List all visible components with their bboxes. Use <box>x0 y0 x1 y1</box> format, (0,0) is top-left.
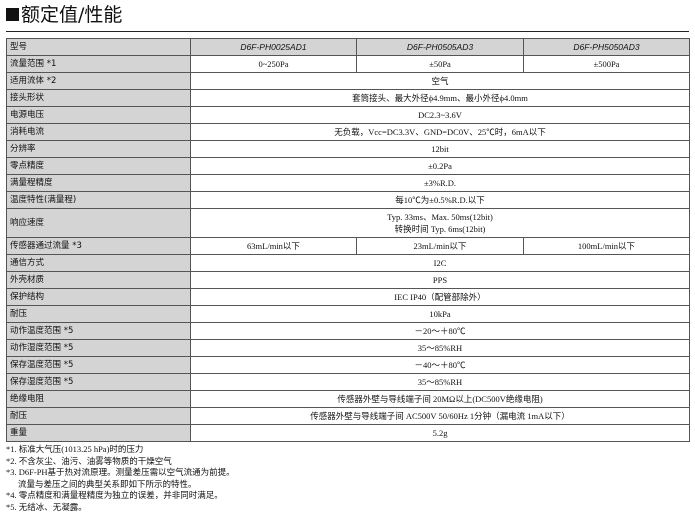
model-name: D6F-PH5050AD3 <box>524 39 690 56</box>
footnote: *5. 无结冰、无凝露。 <box>6 502 235 513</box>
row-label: 适用流体 *2 <box>7 73 191 90</box>
row-label: 电源电压 <box>7 107 191 124</box>
table-row: 耐压传感器外壁与导线端子间 AC500V 50/60Hz 1分钟（漏电流 1mA… <box>7 408 690 425</box>
row-label: 动作湿度范围 *5 <box>7 340 191 357</box>
model-label: 型号 <box>7 39 191 56</box>
row-label: 响应速度 <box>7 209 191 238</box>
row-value: 空气 <box>191 73 690 90</box>
row-label: 分辨率 <box>7 141 191 158</box>
row-value: 传感器外壁与导线端子间 20MΩ以上(DC500V绝缘电阻) <box>191 391 690 408</box>
row-label: 保存温度范围 *5 <box>7 357 191 374</box>
row-value: －40～＋80℃ <box>191 357 690 374</box>
table-row: 动作温度范围 *5－20～＋80℃ <box>7 323 690 340</box>
footnote: 流量与差压之间的典型关系即如下所示的特性。 <box>6 479 235 491</box>
row-value: PPS <box>191 272 690 289</box>
row-label: 耐压 <box>7 408 191 425</box>
footnote: *2. 不含灰尘、油污、油雾等物质的干燥空气 <box>6 456 235 468</box>
row-value: 63mL/min以下 <box>191 238 357 255</box>
footnotes: *1. 标准大气压(1013.25 hPa)时的压力*2. 不含灰尘、油污、油雾… <box>6 444 235 513</box>
row-value: 无负载，Vcc=DC3.3V、GND=DC0V、25℃时，6mA以下 <box>191 124 690 141</box>
row-value: 12bit <box>191 141 690 158</box>
footnote: *4. 零点精度和满量程精度为独立的误差，并非同时满足。 <box>6 490 235 502</box>
row-label: 保存湿度范围 *5 <box>7 374 191 391</box>
table-row: 满量程精度±3%R.D. <box>7 175 690 192</box>
row-value: 35～85%RH <box>191 340 690 357</box>
row-value: －20～＋80℃ <box>191 323 690 340</box>
row-value: ±50Pa <box>357 56 524 73</box>
table-header-row: 型号 D6F-PH0025AD1 D6F-PH0505AD3 D6F-PH505… <box>7 39 690 56</box>
spec-table: 型号 D6F-PH0025AD1 D6F-PH0505AD3 D6F-PH505… <box>6 38 690 442</box>
row-label: 动作温度范围 *5 <box>7 323 191 340</box>
row-value: Typ. 33ms、Max. 50ms(12bit)转换时间 Typ. 6ms(… <box>191 209 690 238</box>
row-value: 35～85%RH <box>191 374 690 391</box>
section-title: 额定值/性能 <box>6 3 122 27</box>
row-value: 23mL/min以下 <box>357 238 524 255</box>
table-row: 保存温度范围 *5－40～＋80℃ <box>7 357 690 374</box>
table-row: 消耗电流无负载，Vcc=DC3.3V、GND=DC0V、25℃时，6mA以下 <box>7 124 690 141</box>
row-label: 保护结构 <box>7 289 191 306</box>
row-label: 外壳材质 <box>7 272 191 289</box>
section-title-text: 额定值/性能 <box>21 4 122 26</box>
model-name: D6F-PH0505AD3 <box>357 39 524 56</box>
square-bullet-icon <box>6 8 19 21</box>
value-line: Typ. 33ms、Max. 50ms(12bit) <box>194 211 686 223</box>
table-row: 接头形状套筒接头、最大外径ϕ4.9mm、最小外径ϕ4.0mm <box>7 90 690 107</box>
row-label: 流量范围 *1 <box>7 56 191 73</box>
row-label: 满量程精度 <box>7 175 191 192</box>
row-value: 5.2g <box>191 425 690 442</box>
row-value: 10kPa <box>191 306 690 323</box>
row-value: ±0.2Pa <box>191 158 690 175</box>
row-value: 每10℃为±0.5%R.D.以下 <box>191 192 690 209</box>
row-value: I2C <box>191 255 690 272</box>
footnote: *1. 标准大气压(1013.25 hPa)时的压力 <box>6 444 235 456</box>
table-row: 温度特性(满量程)每10℃为±0.5%R.D.以下 <box>7 192 690 209</box>
row-label: 接头形状 <box>7 90 191 107</box>
model-name: D6F-PH0025AD1 <box>191 39 357 56</box>
row-value: 传感器外壁与导线端子间 AC500V 50/60Hz 1分钟（漏电流 1mA以下… <box>191 408 690 425</box>
footnote: *3. D6F-PH基于热对流原理。测量差压需以空气流通为前提。 <box>6 467 235 479</box>
row-value: DC2.3~3.6V <box>191 107 690 124</box>
row-label: 消耗电流 <box>7 124 191 141</box>
row-label: 通信方式 <box>7 255 191 272</box>
row-label: 温度特性(满量程) <box>7 192 191 209</box>
row-label: 绝缘电阻 <box>7 391 191 408</box>
row-value: ±3%R.D. <box>191 175 690 192</box>
table-row: 零点精度±0.2Pa <box>7 158 690 175</box>
value-line: 转换时间 Typ. 6ms(12bit) <box>194 223 686 235</box>
row-value: IEC IP40（配管部除外） <box>191 289 690 306</box>
row-value: 100mL/min以下 <box>524 238 690 255</box>
row-value: ±500Pa <box>524 56 690 73</box>
row-label: 零点精度 <box>7 158 191 175</box>
row-value: 0~250Pa <box>191 56 357 73</box>
row-label: 传感器通过流量 *3 <box>7 238 191 255</box>
title-underline <box>6 31 689 32</box>
row-label: 重量 <box>7 425 191 442</box>
row-value: 套筒接头、最大外径ϕ4.9mm、最小外径ϕ4.0mm <box>191 90 690 107</box>
row-label: 耐压 <box>7 306 191 323</box>
table-row: 绝缘电阻传感器外壁与导线端子间 20MΩ以上(DC500V绝缘电阻) <box>7 391 690 408</box>
